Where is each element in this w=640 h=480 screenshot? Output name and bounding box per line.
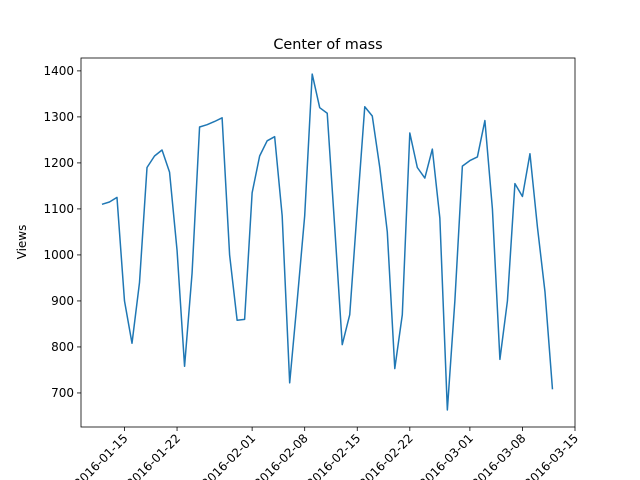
chart-title: Center of mass [273, 37, 382, 53]
y-tick-label: 800 [51, 340, 74, 354]
y-tick-label: 1100 [43, 202, 74, 216]
line-series [101, 73, 554, 411]
y-tick-label: 700 [51, 386, 74, 400]
y-tick-label: 900 [51, 294, 74, 308]
y-tick-label: 1400 [43, 64, 74, 78]
y-tick-label: 1200 [43, 156, 74, 170]
axes-frame [80, 57, 576, 428]
y-tick-label: 1300 [43, 110, 74, 124]
y-axis-label: Views [15, 225, 29, 260]
y-tick-label: 1000 [43, 248, 74, 262]
